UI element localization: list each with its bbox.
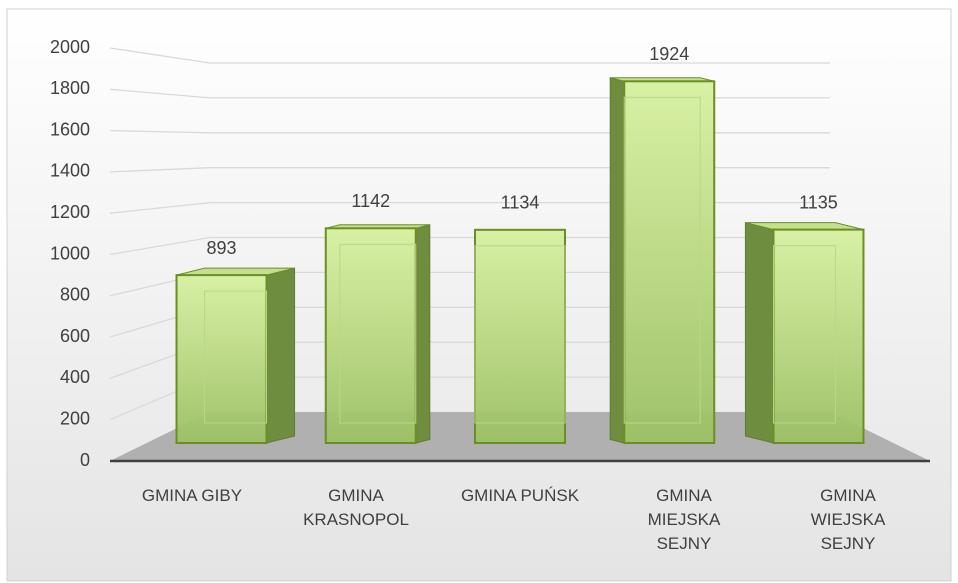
y-tick-label: 1000	[50, 243, 90, 263]
bar-inner-edge	[474, 245, 566, 424]
bar	[175, 274, 268, 444]
x-tick-label: GMINA KRASNOPOL	[303, 486, 409, 529]
y-tick-label: 1600	[50, 119, 90, 139]
data-label: 893	[206, 238, 236, 258]
bar-side	[609, 77, 625, 444]
data-label: 1134	[501, 193, 540, 213]
bar	[772, 228, 865, 444]
x-tick-label: GMINA PUŃSK	[460, 486, 580, 505]
y-tick-label: 0	[80, 450, 90, 470]
bar	[474, 228, 566, 444]
bar-side	[744, 221, 774, 444]
x-tick-label: GMINA MIEJSKA SEJNY	[647, 486, 721, 553]
y-tick-label: 400	[60, 367, 90, 387]
y-tick-label: 1400	[50, 161, 90, 181]
data-label: 1135	[799, 192, 838, 212]
y-tick-label: 1800	[50, 78, 90, 98]
bar-inner-edge	[623, 96, 701, 424]
y-tick-label: 600	[60, 326, 90, 346]
grid-line	[109, 47, 830, 64]
y-tick-label: 800	[60, 285, 90, 305]
data-label: 1142	[351, 191, 390, 211]
bar	[623, 80, 716, 445]
y-tick-label: 1200	[50, 202, 90, 222]
x-tick-label: GMINA GIBY	[141, 486, 243, 505]
x-tick-label: GMINA WIEJSKA SEJNY	[810, 486, 886, 553]
bar-inner-edge	[204, 290, 268, 424]
bar-side	[415, 224, 431, 444]
y-tick-label: 2000	[50, 37, 90, 57]
data-label: 1924	[649, 44, 689, 64]
y-tick-label: 200	[60, 408, 90, 428]
bar-side	[266, 267, 296, 444]
bar	[324, 227, 417, 444]
bar-inner-edge	[339, 243, 417, 424]
bar-inner-edge	[772, 245, 836, 424]
